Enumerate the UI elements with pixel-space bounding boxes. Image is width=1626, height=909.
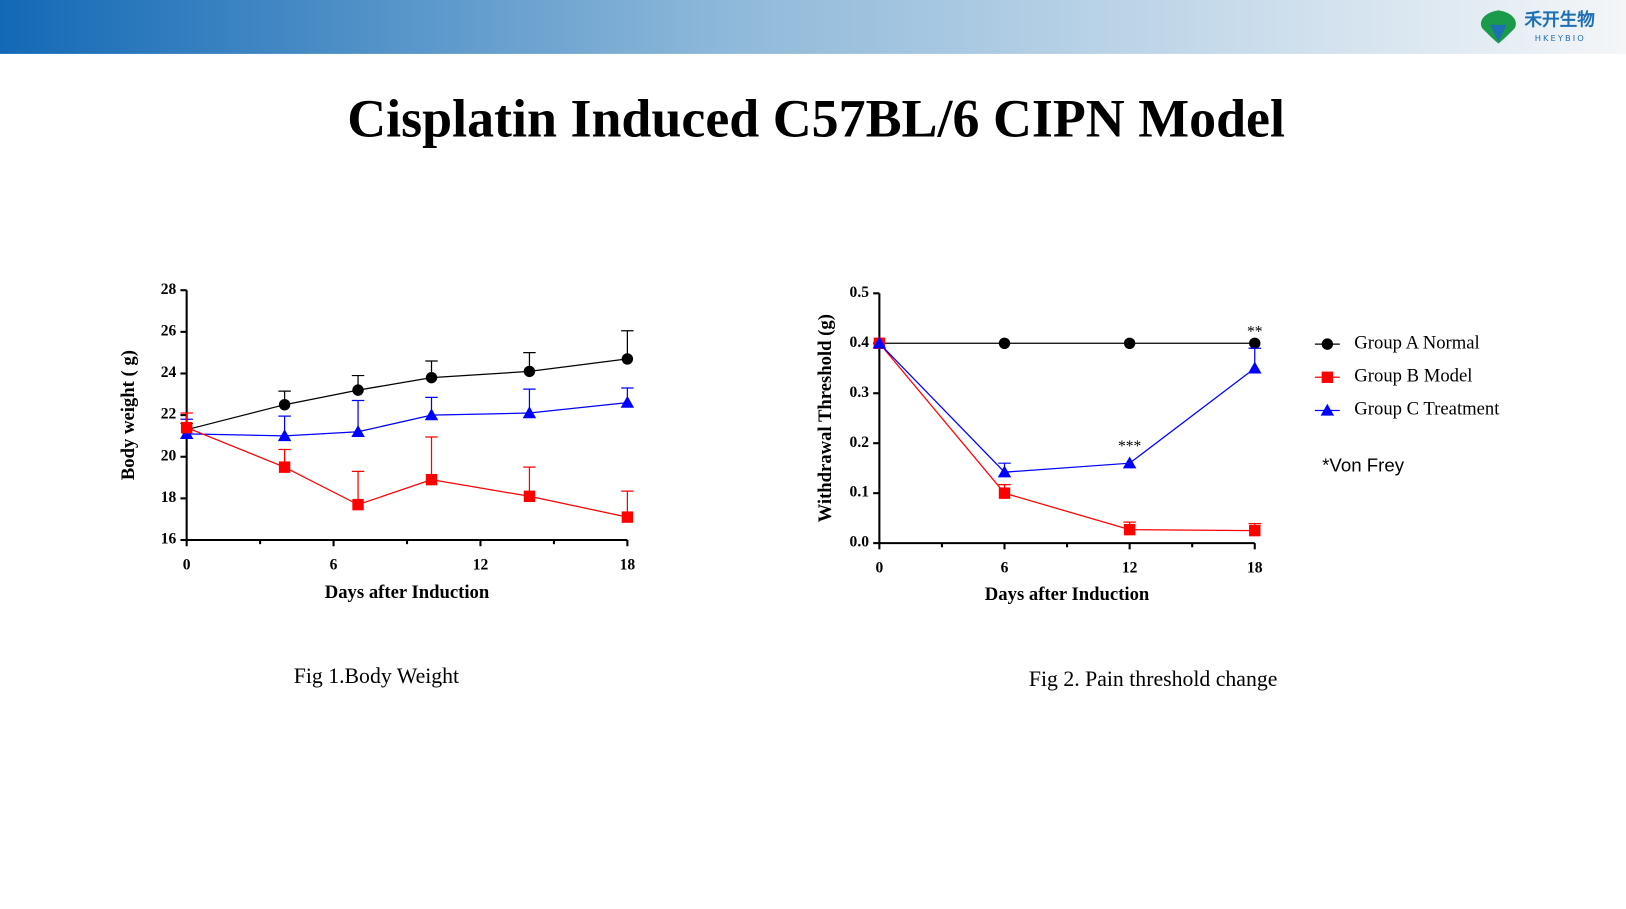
figure-caption: Fig 2. Pain threshold change bbox=[1029, 667, 1278, 691]
data-point bbox=[278, 461, 291, 473]
y-tick-label: 0.4 bbox=[850, 334, 870, 351]
y-tick-label: 28 bbox=[161, 281, 177, 298]
legend-label: Group C Treatment bbox=[1354, 399, 1500, 420]
x-tick-label: 0 bbox=[875, 560, 883, 577]
x-tick-label: 18 bbox=[620, 556, 636, 573]
legend-marker bbox=[1320, 403, 1335, 416]
series-line bbox=[878, 342, 1255, 532]
y-tick-label: 0.0 bbox=[850, 534, 870, 551]
data-point bbox=[997, 465, 1012, 478]
data-point bbox=[1249, 337, 1261, 349]
y-tick-label: 18 bbox=[161, 489, 177, 506]
series-line bbox=[186, 427, 628, 518]
data-point bbox=[872, 336, 887, 349]
series-line bbox=[186, 358, 628, 431]
y-tick-label: 20 bbox=[161, 447, 177, 464]
data-point bbox=[1123, 523, 1136, 536]
figure-caption: Fig 1.Body Weight bbox=[294, 664, 459, 688]
logo-shield bbox=[1490, 24, 1507, 42]
y-tick-label: 0.1 bbox=[850, 484, 869, 501]
logo: 禾开生物 HKEYBIO bbox=[1480, 10, 1595, 44]
legend-marker bbox=[1321, 371, 1334, 383]
x-tick-label: 6 bbox=[1001, 560, 1009, 577]
legend-label: Group B Model bbox=[1354, 366, 1472, 387]
data-point bbox=[277, 429, 292, 442]
data-point bbox=[1248, 361, 1262, 374]
data-point bbox=[1122, 456, 1137, 469]
header-bar bbox=[0, 0, 1626, 54]
significance-label: ** bbox=[1247, 323, 1263, 340]
y-tick-label: 22 bbox=[161, 406, 177, 423]
data-point bbox=[998, 337, 1011, 349]
data-point bbox=[278, 399, 291, 411]
x-axis-label: Days after Induction bbox=[985, 584, 1150, 605]
y-tick-label: 26 bbox=[161, 322, 177, 339]
slide-title: Cisplatin Induced C57BL/6 CIPN Model bbox=[347, 89, 1285, 149]
x-tick-label: 12 bbox=[1122, 560, 1138, 577]
data-point bbox=[1123, 337, 1136, 349]
data-point bbox=[424, 408, 439, 421]
series-line bbox=[878, 342, 1256, 473]
y-tick-label: 16 bbox=[161, 531, 177, 548]
data-point bbox=[1249, 524, 1261, 537]
significance-label: *** bbox=[1118, 438, 1142, 455]
data-point bbox=[351, 425, 365, 437]
note: *Von Frey bbox=[1322, 454, 1405, 475]
y-tick-label: 24 bbox=[161, 364, 177, 381]
data-point bbox=[621, 511, 634, 523]
data-point bbox=[425, 371, 438, 384]
x-tick-label: 12 bbox=[473, 556, 489, 573]
x-tick-label: 0 bbox=[183, 556, 191, 573]
logo-subtext: HKEYBIO bbox=[1535, 33, 1586, 43]
data-point bbox=[352, 498, 364, 511]
data-point bbox=[621, 353, 634, 365]
data-point bbox=[998, 487, 1011, 499]
legend-label: Group A Normal bbox=[1354, 332, 1479, 353]
y-axis-label: Withdrawal Threshold (g) bbox=[815, 314, 836, 522]
x-axis-label: Days after Induction bbox=[325, 582, 490, 603]
data-point bbox=[620, 395, 635, 408]
data-point bbox=[523, 490, 536, 502]
data-point bbox=[180, 421, 193, 434]
error-bar bbox=[425, 436, 438, 480]
y-tick-label: 0.5 bbox=[850, 284, 870, 301]
y-axis-label: Body weight ( g) bbox=[118, 350, 139, 480]
data-point bbox=[425, 473, 438, 486]
x-tick-label: 6 bbox=[330, 556, 338, 573]
legend-marker bbox=[1321, 338, 1334, 350]
x-tick-label: 18 bbox=[1247, 560, 1263, 577]
series-line bbox=[186, 402, 628, 437]
logo-text: 禾开生物 bbox=[1524, 10, 1595, 31]
y-tick-label: 0.3 bbox=[850, 384, 870, 401]
data-point bbox=[352, 384, 364, 396]
data-point bbox=[522, 406, 537, 419]
y-tick-label: 0.2 bbox=[850, 434, 870, 451]
data-point bbox=[523, 365, 536, 378]
